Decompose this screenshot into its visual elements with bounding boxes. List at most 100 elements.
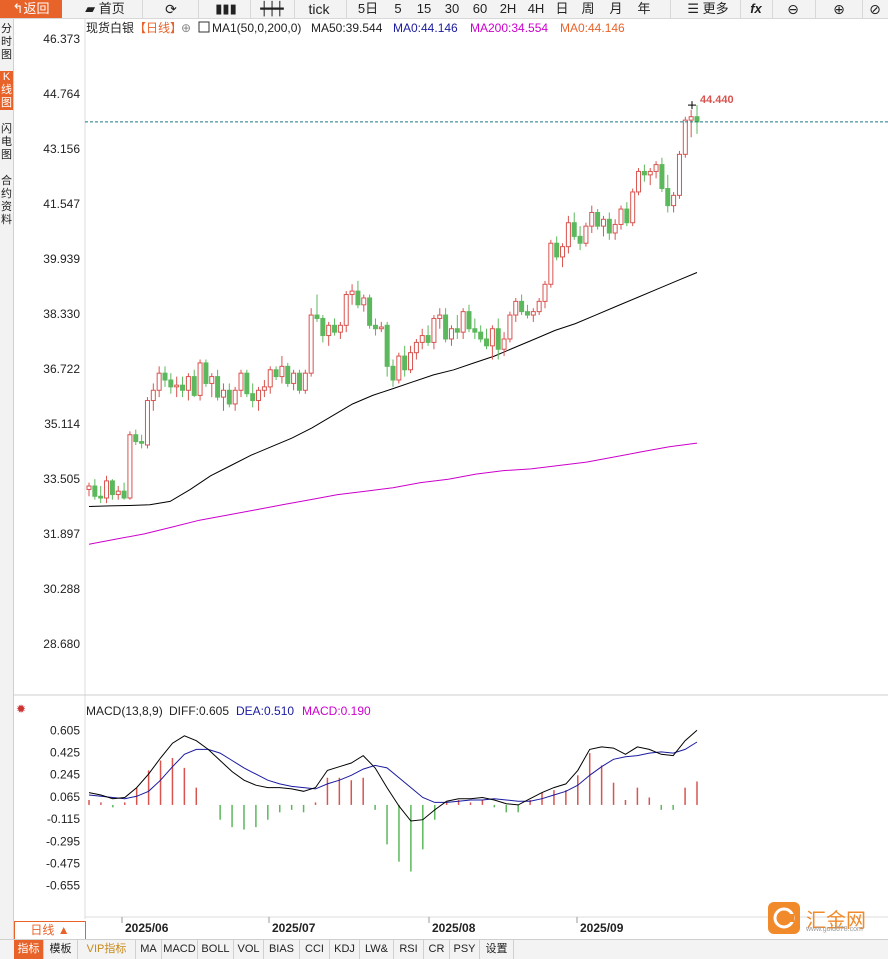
chart-area[interactable]: 现货白银 【日线】 ⊕ MA1(50,0,200,0) MA50:39.544 … (0, 19, 888, 939)
candle-up (448, 328, 454, 340)
price-tick-label: 30.288 (43, 582, 80, 596)
tick-button[interactable]: tick (308, 1, 330, 17)
candle-down (332, 324, 338, 333)
instrument-name: 现货白银 (86, 20, 134, 35)
candle-down (495, 328, 501, 350)
indicator-tab-cr[interactable]: CR (424, 940, 450, 959)
candle-up (115, 490, 121, 496)
indicator-tab-模板[interactable]: 模板 (44, 940, 78, 959)
candle-up (653, 164, 659, 172)
indicator-tab-lw&[interactable]: LW& (360, 940, 394, 959)
period-button-30[interactable]: 30 (444, 1, 460, 16)
candle-up (174, 384, 180, 388)
month-label: 2025/07 (272, 921, 316, 935)
zoom-out-icon[interactable]: ⊖ (787, 1, 799, 17)
price-tick-label: 33.505 (43, 472, 80, 486)
indicator-tab-设置[interactable]: 设置 (480, 940, 514, 959)
candle-up (197, 362, 203, 396)
candle-up (688, 116, 694, 121)
toolbar-divider (346, 0, 347, 18)
dea-line (88, 741, 698, 803)
candle-up (542, 283, 548, 302)
period-button-日[interactable]: 日 (555, 1, 569, 16)
candlestick-icon[interactable]: ┿┿┿ (260, 1, 284, 16)
back-button[interactable]: ↰返回 (0, 0, 62, 18)
candle-up (127, 434, 133, 499)
period-dropdown-button[interactable]: 日线 ▲ (14, 921, 86, 940)
candle-up (302, 372, 308, 391)
period-button-5日[interactable]: 5日 (357, 1, 379, 16)
bar-chart-icon[interactable]: ▮▮▮ (215, 1, 237, 16)
candle-up (185, 376, 191, 391)
candle-down (478, 331, 484, 340)
macd-dea: DEA:0.510 (236, 704, 294, 718)
candle-up (530, 311, 536, 316)
candle-up (267, 369, 273, 388)
indicator-tab-boll[interactable]: BOLL (198, 940, 234, 959)
period-button-15[interactable]: 15 (416, 1, 432, 16)
indicator-tab-macd[interactable]: MACD (162, 940, 198, 959)
indicator-tab-ma[interactable]: MA (136, 940, 162, 959)
indicator-tab-kdj[interactable]: KDJ (330, 940, 360, 959)
indicator-tab-bias[interactable]: BIAS (264, 940, 300, 959)
macd-settings-icon[interactable]: ✹ (16, 702, 26, 716)
candle-down (314, 314, 320, 319)
toolbar-divider (250, 0, 251, 18)
indicator-tab-rsi[interactable]: RSI (394, 940, 424, 959)
candle-up (612, 223, 618, 234)
candle-up (419, 335, 425, 343)
indicator-tab-cci[interactable]: CCI (300, 940, 330, 959)
candle-down (168, 379, 174, 388)
ma50-line (88, 272, 698, 507)
candle-down (244, 372, 250, 395)
candle-down (98, 495, 104, 499)
refresh-icon[interactable]: ⟳ (165, 1, 177, 17)
logo-name: 汇金网 (806, 908, 866, 932)
indicator-tab-psy[interactable]: PSY (450, 940, 480, 959)
fx-button[interactable]: fx (750, 1, 762, 16)
candle-up (220, 389, 226, 398)
macd-tick-label: 0.605 (50, 723, 80, 737)
period-button-60[interactable]: 60 (472, 1, 488, 16)
indicator-tab-指标[interactable]: 指标 (14, 940, 44, 959)
period-button-5[interactable]: 5 (394, 1, 402, 16)
home-button[interactable]: ▰ 首页 (85, 1, 125, 16)
candle-up (291, 372, 297, 384)
tab-intraday[interactable]: 分时图 (0, 23, 13, 62)
period-button-月[interactable]: 月 (609, 1, 623, 16)
period-button-年[interactable]: 年 (637, 1, 651, 16)
period-button-4H[interactable]: 4H (527, 1, 545, 16)
candle-up (600, 218, 606, 227)
tab-contract-info[interactable]: 合约资料 (0, 175, 13, 227)
candle-down (372, 324, 378, 330)
ma-indicator-icon (198, 21, 210, 33)
candle-down (425, 335, 431, 343)
candle-up (513, 300, 519, 316)
period-button-周[interactable]: 周 (581, 1, 595, 16)
month-label: 2025/06 (125, 921, 169, 935)
period-button-2H[interactable]: 2H (499, 1, 517, 16)
candle-down (92, 485, 98, 497)
settings-icon[interactable]: ⊕ (181, 21, 191, 35)
more-button[interactable]: ☰ 更多 (687, 1, 729, 16)
candle-down (454, 328, 460, 333)
candle-down (384, 324, 390, 367)
candle-down (624, 208, 630, 224)
price-tick-label: 28.680 (43, 637, 80, 651)
macd-name: MACD(13,8,9) (86, 704, 163, 718)
indicator-tab-vip指标[interactable]: VIP指标 (78, 940, 136, 959)
tab-flash[interactable]: 闪电图 (0, 123, 13, 162)
candle-down (466, 311, 472, 330)
candle-down (390, 365, 396, 381)
candle-down (519, 300, 525, 313)
candle-down (659, 164, 665, 190)
zoom-in-icon[interactable]: ⊕ (833, 1, 845, 17)
close-icon[interactable]: ⊘ (869, 1, 881, 17)
candle-up (349, 290, 355, 296)
candle-down (215, 376, 221, 398)
candle-down (320, 317, 326, 337)
macd-tick-label: 0.425 (50, 745, 80, 759)
indicator-tab-vol[interactable]: VOL (234, 940, 264, 959)
